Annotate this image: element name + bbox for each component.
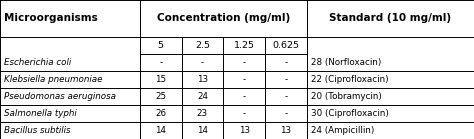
Text: 1.25: 1.25 — [234, 41, 255, 50]
Text: 26: 26 — [155, 109, 166, 118]
Text: 5: 5 — [158, 41, 164, 50]
Text: 14: 14 — [197, 126, 208, 135]
Text: 0.625: 0.625 — [273, 41, 299, 50]
Text: -: - — [284, 58, 287, 67]
Text: Klebsiella pneumoniae: Klebsiella pneumoniae — [4, 75, 102, 84]
Text: -: - — [243, 75, 246, 84]
Text: 13: 13 — [238, 126, 250, 135]
Text: -: - — [243, 92, 246, 101]
Text: 25: 25 — [155, 92, 166, 101]
Text: 24 (Ampicillin): 24 (Ampicillin) — [311, 126, 375, 135]
Text: -: - — [243, 109, 246, 118]
Text: 15: 15 — [155, 75, 166, 84]
Text: Salmonella typhi: Salmonella typhi — [4, 109, 76, 118]
Text: -: - — [284, 109, 287, 118]
Text: Bacillus subtilis: Bacillus subtilis — [4, 126, 70, 135]
Text: 20 (Tobramycin): 20 (Tobramycin) — [311, 92, 383, 101]
Text: -: - — [201, 58, 204, 67]
Text: Microorganisms: Microorganisms — [4, 13, 98, 23]
Text: 2.5: 2.5 — [195, 41, 210, 50]
Text: Escherichia coli: Escherichia coli — [4, 58, 71, 67]
Text: 30 (Ciprofloxacin): 30 (Ciprofloxacin) — [311, 109, 389, 118]
Text: 23: 23 — [197, 109, 208, 118]
Text: 22 (Ciprofloxacin): 22 (Ciprofloxacin) — [311, 75, 389, 84]
Text: 24: 24 — [197, 92, 208, 101]
Text: 28 (Norfloxacin): 28 (Norfloxacin) — [311, 58, 382, 67]
Text: -: - — [159, 58, 162, 67]
Text: 14: 14 — [155, 126, 166, 135]
Text: Concentration (mg/ml): Concentration (mg/ml) — [156, 13, 290, 23]
Text: -: - — [284, 75, 287, 84]
Text: 13: 13 — [280, 126, 292, 135]
Text: Pseudomonas aeruginosa: Pseudomonas aeruginosa — [4, 92, 116, 101]
Text: Standard (10 mg/ml): Standard (10 mg/ml) — [329, 13, 451, 23]
Text: 13: 13 — [197, 75, 208, 84]
Text: -: - — [284, 92, 287, 101]
Text: -: - — [243, 58, 246, 67]
